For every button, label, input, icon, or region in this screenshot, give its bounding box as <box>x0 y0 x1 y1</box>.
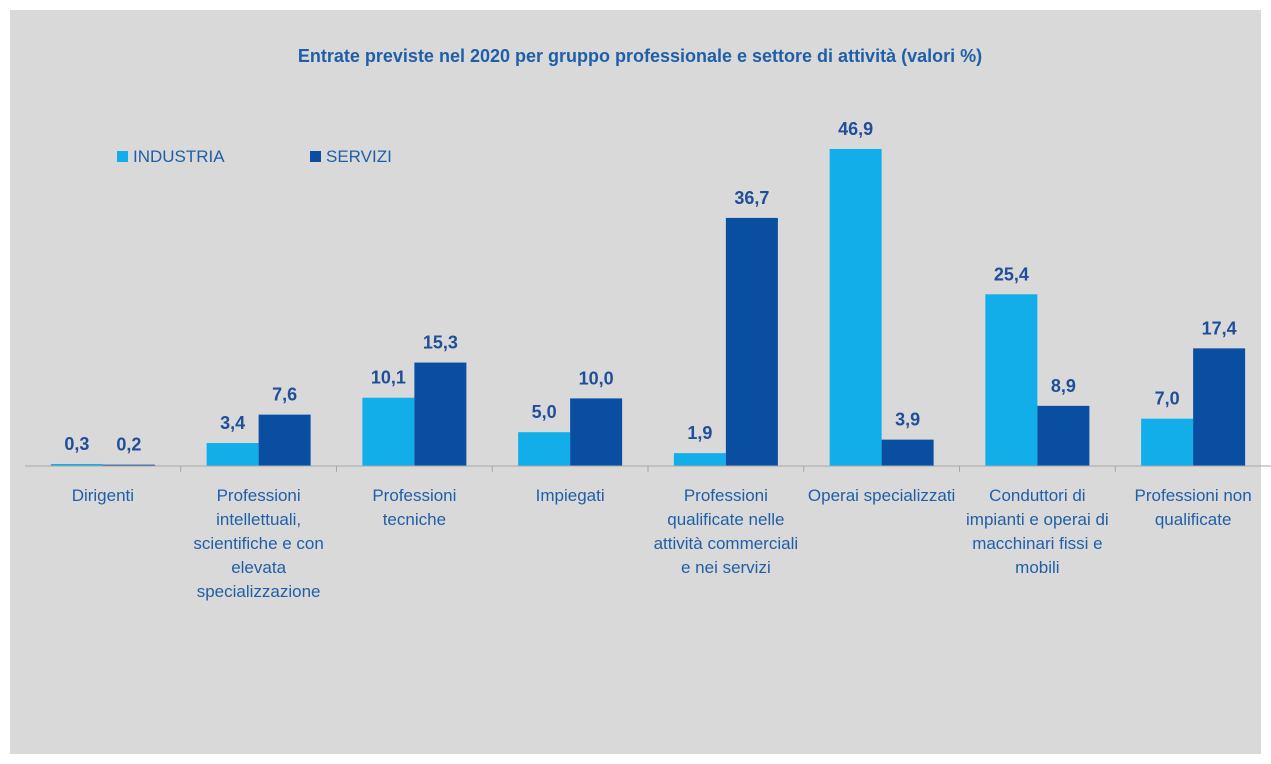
bar <box>1037 405 1090 466</box>
bar <box>362 397 415 466</box>
legend-label: SERVIZI <box>326 147 392 166</box>
bar <box>414 362 467 466</box>
data-label: 10,1 <box>371 368 406 388</box>
data-label: 36,7 <box>734 188 769 208</box>
chart-background <box>10 10 1261 754</box>
data-label: 15,3 <box>423 333 458 353</box>
data-label: 3,9 <box>895 410 920 430</box>
bar <box>258 414 311 466</box>
x-tick-label: Conduttori di impianti e operai di macch… <box>966 486 1109 577</box>
legend-swatch <box>117 151 128 162</box>
x-tick-label: Impiegati <box>535 486 605 505</box>
data-label: 8,9 <box>1051 376 1076 396</box>
chart-title: Entrate previste nel 2020 per gruppo pro… <box>298 46 982 66</box>
data-label: 5,0 <box>532 402 557 422</box>
x-tick-label: Professioni tecniche <box>372 486 457 529</box>
x-tick-label: Professioni intellettuali, scientifiche … <box>193 486 324 601</box>
data-label: 7,0 <box>1155 389 1180 409</box>
x-tick-label: Dirigenti <box>71 486 135 505</box>
bar <box>102 464 155 467</box>
bar <box>725 217 778 466</box>
bar <box>881 439 934 466</box>
bar <box>1141 418 1194 466</box>
data-label: 0,2 <box>116 435 141 455</box>
x-tick-label: Operai specializzati <box>807 486 956 505</box>
data-label: 3,4 <box>220 413 245 433</box>
bar <box>1193 348 1246 466</box>
bar <box>518 432 571 466</box>
data-label: 1,9 <box>687 423 712 443</box>
data-label: 0,3 <box>64 434 89 454</box>
data-label: 17,4 <box>1202 318 1237 338</box>
data-label: 46,9 <box>838 119 873 139</box>
bar <box>673 453 726 466</box>
bar <box>829 148 882 466</box>
bar <box>985 294 1038 466</box>
legend-swatch <box>310 151 321 162</box>
bar <box>206 443 259 466</box>
bar <box>50 463 103 466</box>
data-label: 25,4 <box>994 264 1029 284</box>
data-label: 10,0 <box>579 368 614 388</box>
bar <box>570 398 623 466</box>
x-tick-label: Professioni qualificate nelle attività c… <box>653 486 799 577</box>
legend-label: INDUSTRIA <box>133 147 225 166</box>
x-tick-label: Professioni non qualificate <box>1134 486 1252 529</box>
data-label: 7,6 <box>272 385 297 405</box>
